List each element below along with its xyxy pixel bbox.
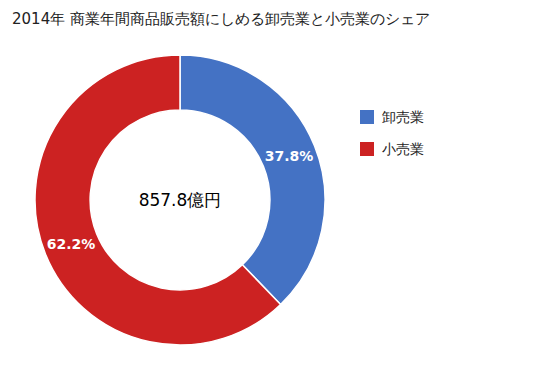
legend-item: 小売業 (360, 141, 424, 157)
legend-swatch (360, 142, 374, 156)
legend-swatch (360, 110, 374, 124)
data-labels: 37.8% 62.2% (47, 148, 313, 252)
donut (35, 55, 325, 345)
data-label: 37.8% (265, 148, 314, 164)
data-label: 62.2% (47, 236, 96, 252)
legend-item: 卸売業 (360, 109, 424, 125)
legend: 卸売業小売業 (360, 109, 424, 157)
legend-label: 小売業 (382, 141, 424, 157)
slice (180, 55, 325, 304)
legend-label: 卸売業 (382, 109, 424, 125)
chart-svg: 2014年 商業年間商品販売額にしめる卸売業と小売業のシェア 37.8% 62.2%… (0, 0, 560, 366)
chart-title: 2014年 商業年間商品販売額にしめる卸売業と小売業のシェア (12, 10, 430, 28)
slice (35, 55, 281, 345)
center-text: 857.8億円 (139, 190, 222, 210)
